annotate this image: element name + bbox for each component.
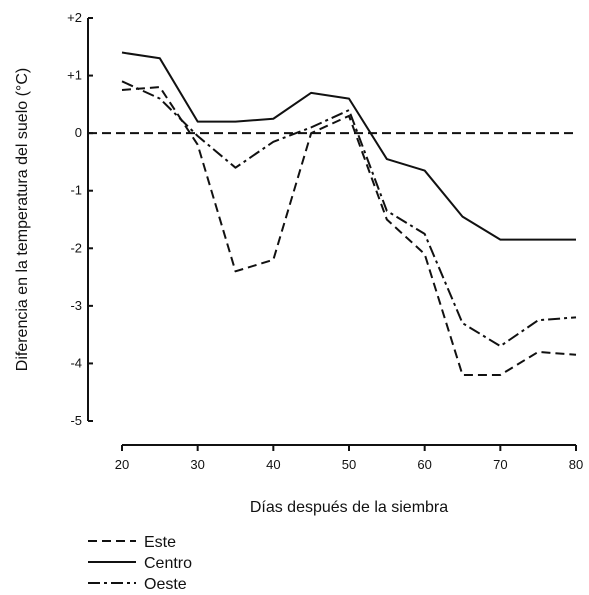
- x-tick-label: 70: [493, 457, 507, 472]
- legend-label-centro: Centro: [144, 555, 192, 572]
- legend-label-este: Este: [144, 534, 176, 551]
- x-tick-label: 30: [190, 457, 204, 472]
- axes: [87, 17, 577, 451]
- x-tick-label: 50: [342, 457, 356, 472]
- y-axis-title: Diferencia en la temperatura del suelo (…: [14, 68, 31, 371]
- y-tick-label: +1: [67, 68, 82, 83]
- legend: Este Centro Oeste: [88, 534, 192, 593]
- tick-labels: +2 +1 0 -1 -2 -3 -4 -5 20 30 40 50 60 70 80: [67, 10, 583, 472]
- x-tick-label: 80: [569, 457, 583, 472]
- series-line-oeste: [121, 80, 577, 348]
- y-tick-label: -4: [70, 355, 82, 370]
- x-tick-label: 40: [266, 457, 280, 472]
- legend-label-oeste: Oeste: [144, 576, 187, 593]
- y-tick-label: -5: [70, 413, 82, 428]
- y-tick-label: -3: [70, 298, 82, 313]
- x-axis-title: Días después de la siembra: [250, 499, 448, 516]
- series-lines: [121, 51, 577, 376]
- series-line-centro: [121, 51, 576, 241]
- series-line-este: [121, 86, 577, 376]
- y-tick-label: +2: [67, 10, 82, 25]
- y-tick-label: -1: [70, 183, 82, 198]
- y-tick-label: -2: [70, 240, 82, 255]
- x-tick-label: 20: [115, 457, 129, 472]
- x-tick-label: 60: [417, 457, 431, 472]
- y-tick-label: 0: [75, 125, 82, 140]
